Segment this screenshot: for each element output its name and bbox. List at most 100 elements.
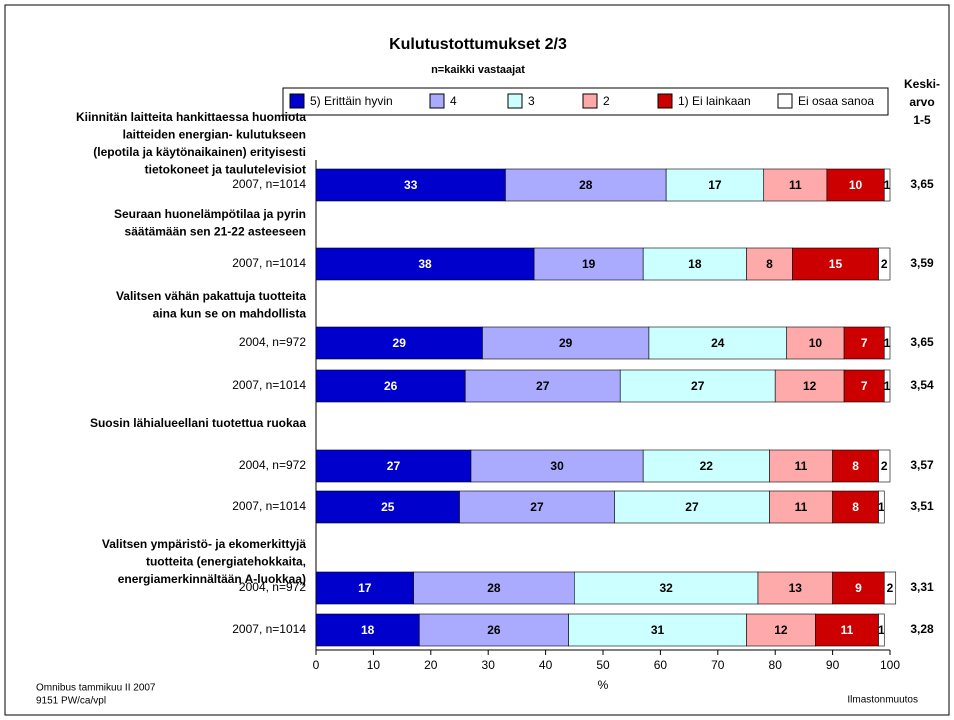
x-tick-label: 20	[424, 658, 438, 672]
question: aina kun se on mahdollista	[153, 307, 307, 321]
bar-segment	[573, 571, 759, 605]
legend-swatch	[429, 93, 445, 109]
data-label: 27	[685, 500, 699, 514]
bar-segment	[843, 369, 885, 403]
bar-segment	[315, 490, 460, 524]
bar-segment	[832, 449, 879, 483]
category-label: 2004, n=972	[239, 458, 306, 472]
bar-segment	[482, 326, 650, 360]
x-tick-label: 100	[880, 658, 900, 672]
mean-value: 3,65	[910, 335, 934, 349]
data-label: 27	[530, 500, 544, 514]
bar-segment	[315, 168, 506, 202]
legend-swatch	[657, 93, 673, 109]
bar-segment	[614, 490, 770, 524]
bar-segment	[815, 613, 879, 647]
mean-value: 3,51	[910, 499, 934, 513]
data-label: 26	[384, 379, 398, 393]
x-axis-label: %	[598, 678, 609, 692]
bar-segment	[763, 168, 828, 202]
question: säätämään sen 21-22 asteeseen	[125, 225, 306, 239]
footer-left: 9151 PW/ca/vpl	[36, 696, 106, 707]
mean-value: 3,59	[910, 256, 934, 270]
data-label: 9	[855, 581, 862, 595]
data-label: 18	[688, 257, 702, 271]
legend-swatch	[507, 93, 523, 109]
data-label: 24	[711, 336, 725, 350]
data-label: 1	[884, 336, 891, 350]
data-label: 29	[393, 336, 407, 350]
x-tick-label: 70	[711, 658, 725, 672]
data-label: 12	[803, 379, 817, 393]
chart-subtitle: n=kaikki vastaajat	[431, 64, 525, 76]
mean-value: 3,54	[910, 378, 934, 392]
bar-segment	[883, 369, 891, 403]
data-label: 19	[582, 257, 596, 271]
data-label: 18	[361, 623, 375, 637]
data-label: 10	[809, 336, 823, 350]
question: energiamerkinnältään A-luokkaa)	[118, 572, 306, 586]
x-tick-label: 90	[826, 658, 840, 672]
data-label: 30	[550, 459, 564, 473]
data-label: 1	[878, 500, 885, 514]
data-label: 22	[700, 459, 714, 473]
data-label: 2	[881, 257, 888, 271]
category-label: 2007, n=1014	[232, 622, 306, 636]
bar-segment	[769, 449, 833, 483]
data-label: 1	[884, 178, 891, 192]
data-label: 28	[487, 581, 501, 595]
bar-segment	[470, 449, 644, 483]
data-label: 8	[852, 500, 859, 514]
bar-segment	[315, 613, 420, 647]
question: (lepotila ja käytönaikainen) erityisesti	[93, 145, 306, 159]
data-label: 12	[774, 623, 788, 637]
bar-segment	[883, 326, 891, 360]
data-label: 25	[381, 500, 395, 514]
data-label: 27	[536, 379, 550, 393]
legend-label: 1) Ei lainkaan	[678, 94, 751, 108]
legend-swatch	[777, 93, 793, 109]
data-label: 15	[829, 257, 843, 271]
category-label: 2004, n=972	[239, 580, 306, 594]
data-label: 33	[404, 178, 418, 192]
data-label: 11	[789, 178, 802, 192]
category-label: 2007, n=1014	[232, 177, 306, 191]
data-label: 13	[789, 581, 803, 595]
category-label: 2007, n=1014	[232, 256, 306, 270]
bar-segment	[315, 449, 472, 483]
bar-segment	[883, 571, 897, 605]
mean-header: arvo	[909, 95, 934, 109]
data-label: 7	[861, 379, 868, 393]
data-label: 27	[691, 379, 705, 393]
bar-segment	[464, 369, 621, 403]
bar-segment	[315, 571, 414, 605]
bar-segment	[883, 168, 891, 202]
bar-segment	[505, 168, 667, 202]
data-label: 38	[418, 257, 432, 271]
x-tick-label: 40	[539, 658, 553, 672]
category-label: 2007, n=1014	[232, 378, 306, 392]
data-label: 17	[708, 178, 722, 192]
x-tick-label: 60	[654, 658, 668, 672]
bar-segment	[826, 168, 885, 202]
data-label: 31	[651, 623, 665, 637]
bar-segment	[878, 449, 891, 483]
bar-segment	[832, 490, 879, 524]
question: laitteiden energian- kulutukseen	[123, 128, 306, 142]
bar-segment	[878, 613, 885, 647]
bar-segment	[315, 247, 535, 281]
mean-value: 3,28	[910, 622, 934, 636]
data-label: 11	[795, 459, 808, 473]
legend-label: 4	[450, 94, 457, 108]
x-tick-label: 30	[482, 658, 496, 672]
data-label: 28	[579, 178, 593, 192]
data-label: 10	[849, 178, 863, 192]
bar-segment	[878, 247, 891, 281]
mean-header: 1-5	[913, 113, 931, 127]
question: Kiinnitän laitteita hankittaessa huomiot…	[76, 110, 306, 124]
data-label: 29	[559, 336, 573, 350]
question: Valitsen ympäristö- ja ekomerkittyjä	[102, 537, 306, 551]
mean-header: Keski-	[904, 77, 940, 91]
legend-label: 2	[603, 94, 610, 108]
